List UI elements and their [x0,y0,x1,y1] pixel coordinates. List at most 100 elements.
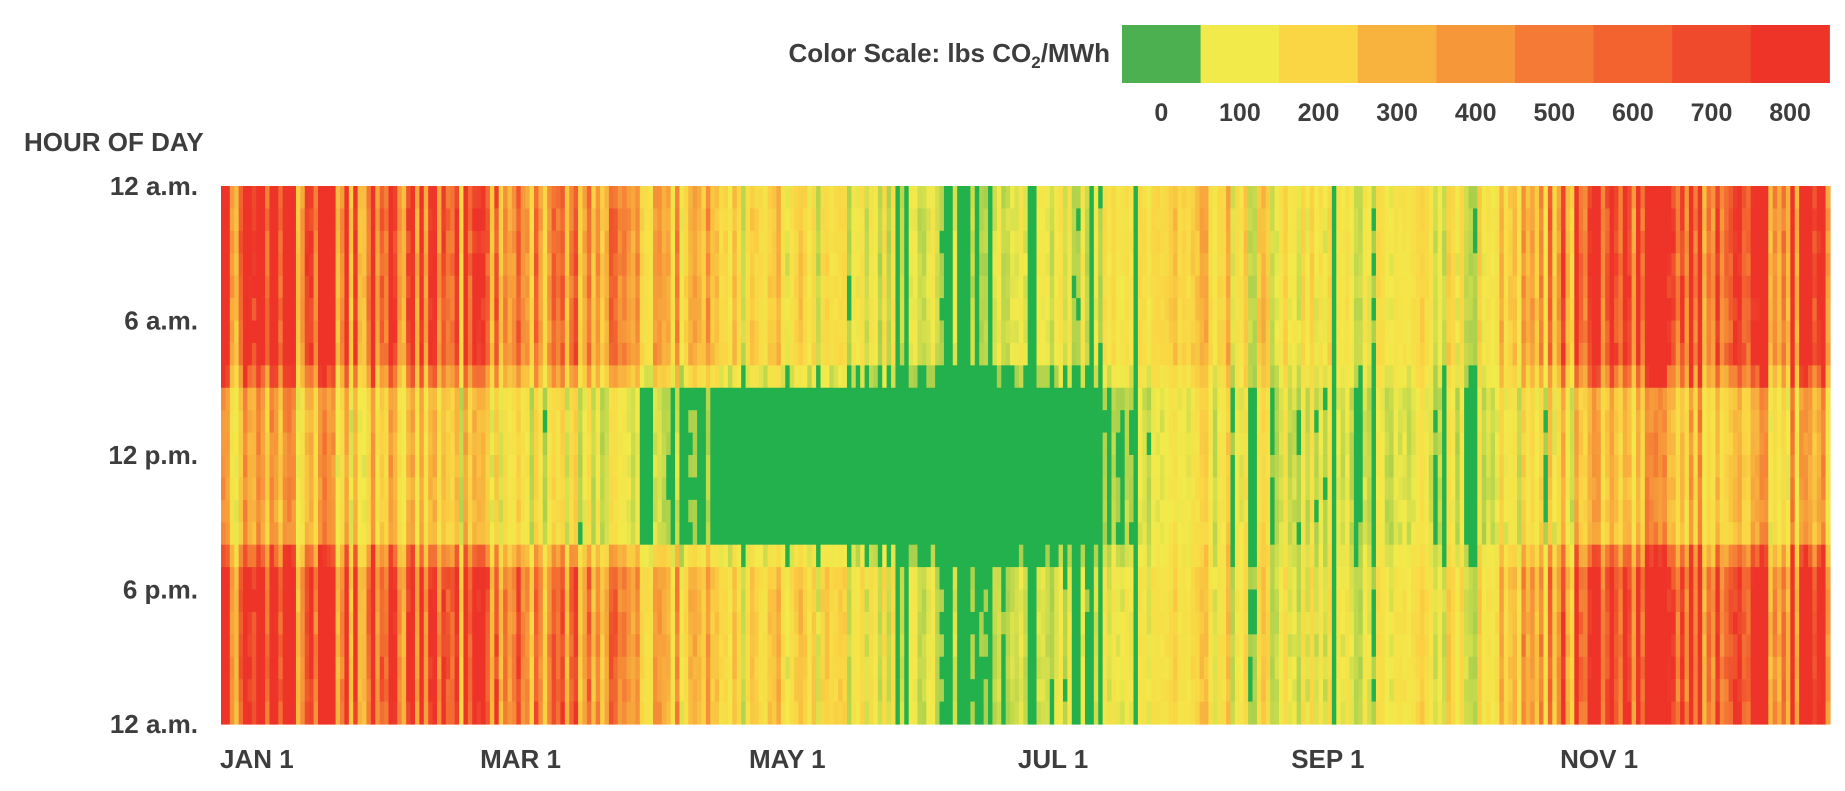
heatmap-cell [1058,230,1064,254]
heatmap-cell [591,432,597,456]
heatmap-cell [1353,208,1359,232]
heatmap-cell [1270,342,1276,366]
heatmap-cell [459,432,465,456]
heatmap-cell [701,544,707,568]
heatmap-cell [595,387,601,411]
heatmap-cell [1283,253,1289,277]
heatmap-cell [313,634,319,658]
heatmap-cell [824,253,830,277]
heatmap-cell [983,253,989,277]
heatmap-cell [952,208,958,232]
heatmap-cell [1406,611,1412,635]
heatmap-cell [1159,186,1165,210]
heatmap-cell [476,186,482,210]
heatmap-cell [1186,634,1192,680]
heatmap-cell [282,432,288,456]
heatmap-cell [851,365,857,389]
heatmap-cell [304,275,310,322]
heatmap-cell [445,342,451,366]
heatmap-cell [340,342,346,366]
heatmap-cell [816,567,822,591]
heatmap-cell [1278,567,1284,613]
heatmap-cell [1287,208,1293,232]
heatmap-cell [855,208,861,232]
heatmap-cell [732,656,738,680]
heatmap-cell [586,230,592,254]
heatmap-cell [507,342,513,366]
heatmap-cell [282,387,288,411]
heatmap-cell [1305,432,1311,456]
heatmap-cell [1375,186,1381,210]
heatmap-cell [1173,253,1179,277]
heatmap-cell [578,611,584,635]
heatmap-cell [1301,253,1307,277]
heatmap-cell [256,477,262,501]
heatmap-cell [591,656,597,680]
heatmap-cell [366,208,372,232]
heatmap-cell [437,634,443,658]
heatmap-cell [860,611,866,658]
heatmap-cell [683,253,689,277]
heatmap-cell [1274,522,1280,546]
heatmap-cell [1221,365,1227,389]
heatmap-cell [529,634,535,658]
heatmap-cell [481,365,487,389]
heatmap-cell [304,365,310,389]
heatmap-cell [1173,298,1179,322]
heatmap-cell [1146,701,1152,725]
heatmap-cell [648,208,654,232]
heatmap-cell [1168,499,1174,523]
heatmap-cell [1287,679,1293,703]
heatmap-cell [754,387,760,546]
heatmap-cell [357,455,363,479]
heatmap-cell [300,275,306,299]
heatmap-cell [899,298,905,322]
heatmap-cell [1367,477,1373,501]
heatmap-cell [1389,365,1395,389]
heatmap-cell [238,499,244,523]
heatmap-cell [489,208,495,232]
heatmap-cell [630,611,636,635]
heatmap-cell [1226,186,1232,210]
heatmap-cell [1283,365,1289,389]
heatmap-cell [838,230,844,254]
heatmap-cell [1274,634,1280,658]
heatmap-cell [1367,342,1373,366]
legend-swatch [1515,25,1595,83]
heatmap-cell [1142,387,1148,411]
heatmap-cell [802,544,808,568]
heatmap-cell [666,522,672,546]
heatmap-cell [644,387,650,546]
heatmap-cell [736,656,742,680]
heatmap-cell [1384,432,1390,456]
heatmap-cell [1261,253,1267,277]
heatmap-cell [604,589,610,613]
legend-tick-label: 400 [1455,99,1497,127]
heatmap-cell [459,701,465,725]
heatmap-cell [1067,656,1073,680]
heatmap-cell [749,589,755,613]
heatmap-cell [1186,410,1192,434]
heatmap-cell [282,365,288,389]
heatmap-cell [701,701,707,725]
heatmap-cell [644,208,650,232]
heatmap-cell [948,186,954,725]
heatmap-cell [1336,230,1342,254]
heatmap-cell [542,567,548,591]
heatmap-cell [653,455,659,479]
heatmap-cell [441,365,447,389]
heatmap-cell [1093,275,1099,299]
heatmap-cell [917,342,923,366]
heatmap-cell [1212,320,1218,366]
heatmap-cell [273,455,279,479]
heatmap-cell [1186,522,1192,546]
heatmap-cell [551,298,557,322]
heatmap-cell [630,365,636,389]
heatmap-cell [1323,387,1329,411]
heatmap-cell [794,567,800,591]
heatmap-cell [992,611,998,635]
heatmap-cell [1186,477,1192,501]
heatmap-cell [921,298,927,322]
heatmap-cell [1389,230,1395,254]
heatmap-cell [229,567,235,591]
